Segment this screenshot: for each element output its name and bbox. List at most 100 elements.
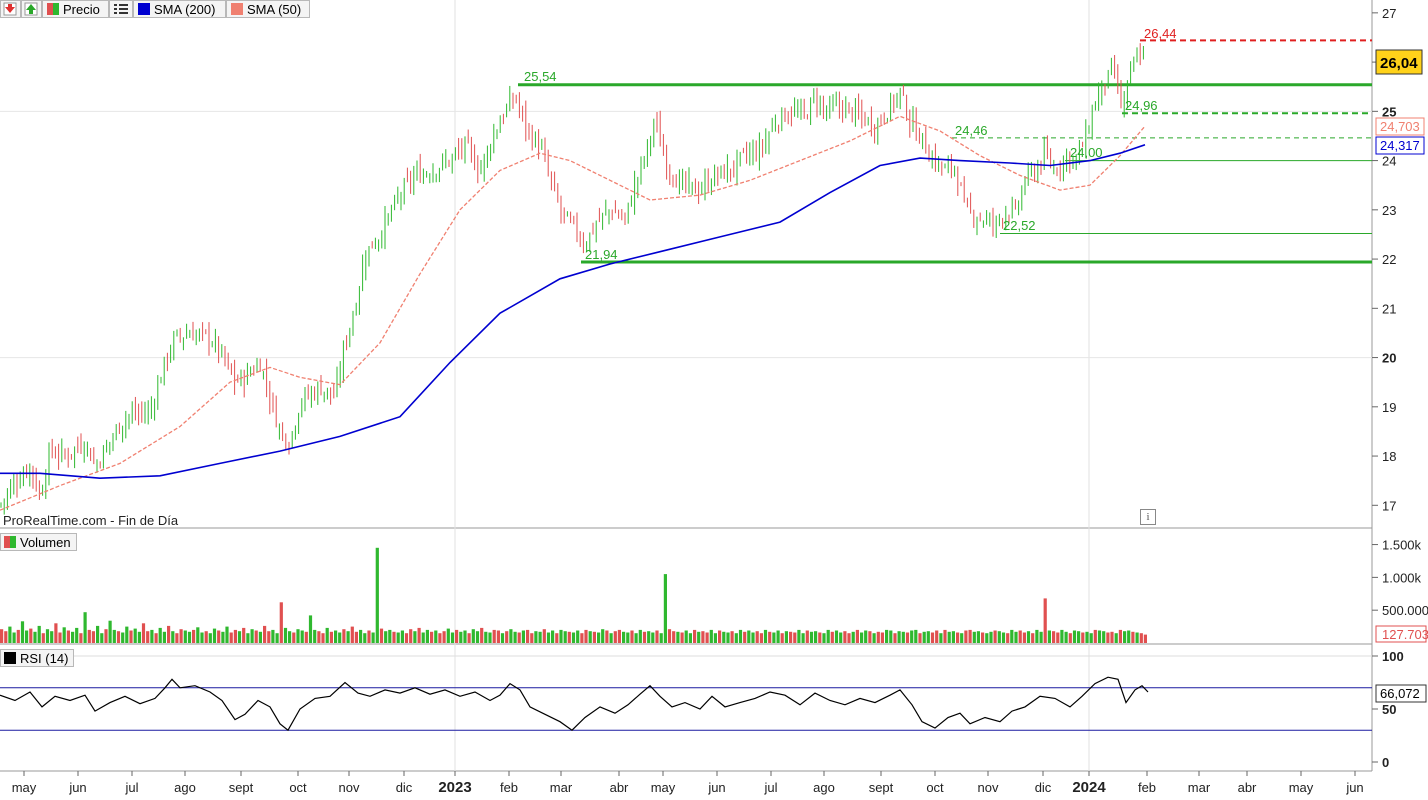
- volume-bar: [701, 631, 705, 643]
- volume-bar: [263, 625, 267, 643]
- sma50-swatch: [231, 3, 243, 15]
- indicator-list-button[interactable]: [109, 0, 133, 18]
- volume-last-value: 127.703: [1382, 627, 1428, 642]
- level-annotation: 24,96: [1125, 98, 1158, 113]
- volume-bar: [617, 629, 621, 643]
- volume-bar: [659, 633, 663, 643]
- volume-bar: [8, 626, 12, 643]
- volume-bar: [1139, 633, 1143, 643]
- volume-bar: [776, 630, 780, 643]
- x-tick-label: feb: [500, 780, 518, 795]
- volume-bar: [1047, 630, 1051, 643]
- price-tick-label: 20: [1382, 351, 1396, 366]
- price-tick-label: 18: [1382, 449, 1396, 464]
- volume-bar: [475, 631, 480, 643]
- sma200-value: 24,317: [1380, 138, 1420, 153]
- volume-bar: [1014, 631, 1018, 643]
- volume-bar: [843, 631, 847, 643]
- volume-bar: [763, 629, 768, 643]
- volume-bar: [171, 631, 175, 643]
- volume-bar: [325, 627, 329, 643]
- volume-bar: [83, 612, 87, 643]
- volume-bar: [204, 631, 208, 643]
- rsi-pane-label[interactable]: RSI (14): [0, 649, 75, 667]
- volume-bar: [1068, 633, 1072, 643]
- volume-bar: [1131, 631, 1135, 643]
- level-annotation: 25,54: [524, 69, 557, 84]
- volume-bar: [1118, 629, 1122, 643]
- volume-pane-label[interactable]: Volumen: [0, 533, 77, 551]
- last-price-box: [1375, 49, 1423, 75]
- volume-bar: [830, 631, 834, 643]
- volume-bar: [513, 631, 517, 643]
- volume-bar: [822, 633, 826, 643]
- volume-bar: [242, 627, 246, 643]
- rsi-tick-label: 50: [1382, 702, 1396, 717]
- volume-bar: [346, 631, 350, 643]
- source-label: ProRealTime.com - Fin de Día: [3, 513, 179, 528]
- x-tick-label: abr: [1238, 780, 1257, 795]
- volume-bar: [112, 629, 116, 643]
- x-tick-label: ago: [813, 780, 835, 795]
- candlestick-group: [0, 43, 1144, 515]
- volume-bar: [154, 633, 158, 643]
- volume-bar: [943, 629, 947, 643]
- volume-bar: [141, 623, 146, 643]
- x-tick-label: may: [651, 780, 676, 795]
- volume-bar: [751, 632, 755, 643]
- volume-bar: [672, 631, 676, 643]
- volume-bar: [730, 631, 734, 643]
- volume-bar: [526, 629, 530, 643]
- volume-bar: [939, 633, 943, 643]
- volume-bar: [492, 629, 496, 643]
- up-arrow-icon: [24, 2, 38, 16]
- volume-bar: [41, 633, 45, 643]
- volume-bar: [146, 631, 150, 643]
- volume-bar: [187, 631, 192, 643]
- volume-bar: [104, 629, 108, 643]
- sma50-toggle[interactable]: SMA (50): [226, 0, 310, 18]
- volume-bar: [584, 629, 588, 643]
- volume-bar: [517, 632, 521, 643]
- up-arrow-button[interactable]: [21, 0, 42, 18]
- down-arrow-button[interactable]: [0, 0, 21, 18]
- price-toggle[interactable]: Precio: [42, 0, 109, 18]
- volume-bar: [872, 633, 876, 643]
- volume-bar: [960, 633, 964, 643]
- volume-bar: [947, 631, 951, 643]
- volume-bar: [1102, 631, 1106, 643]
- x-tick-label: sept: [869, 780, 894, 795]
- volume-bar: [876, 631, 880, 643]
- volume-bar: [342, 629, 346, 643]
- volume-bar: [400, 630, 404, 643]
- volume-bar: [688, 633, 692, 643]
- volume-bar: [459, 631, 463, 643]
- volume-bar: [58, 632, 62, 643]
- volume-bar: [367, 630, 371, 643]
- volume-bar: [1089, 633, 1093, 643]
- volume-bar: [275, 633, 279, 643]
- volume-bar: [935, 630, 939, 643]
- volume-bar: [839, 632, 843, 643]
- volume-bar: [597, 632, 601, 643]
- volume-bar: [300, 630, 304, 643]
- volume-bar: [175, 633, 179, 643]
- rsi-tick-label: 0: [1382, 755, 1389, 770]
- volume-bar: [997, 631, 1001, 643]
- volume-bar: [396, 632, 400, 643]
- volume-bar: [784, 631, 788, 643]
- volume-bar: [1093, 629, 1097, 643]
- volume-bar: [196, 627, 200, 644]
- sma200-toggle[interactable]: SMA (200): [133, 0, 226, 18]
- price-tick-label: 25: [1382, 104, 1396, 119]
- volume-bar: [496, 630, 500, 643]
- volume-bar: [809, 631, 814, 643]
- volume-bar: [1043, 598, 1047, 643]
- level-annotation: 24,46: [955, 123, 988, 138]
- volume-bar: [826, 629, 830, 643]
- volume-bar: [1018, 630, 1022, 643]
- volume-bar: [630, 630, 634, 643]
- info-icon[interactable]: i: [1140, 509, 1156, 525]
- volume-bar: [868, 631, 872, 643]
